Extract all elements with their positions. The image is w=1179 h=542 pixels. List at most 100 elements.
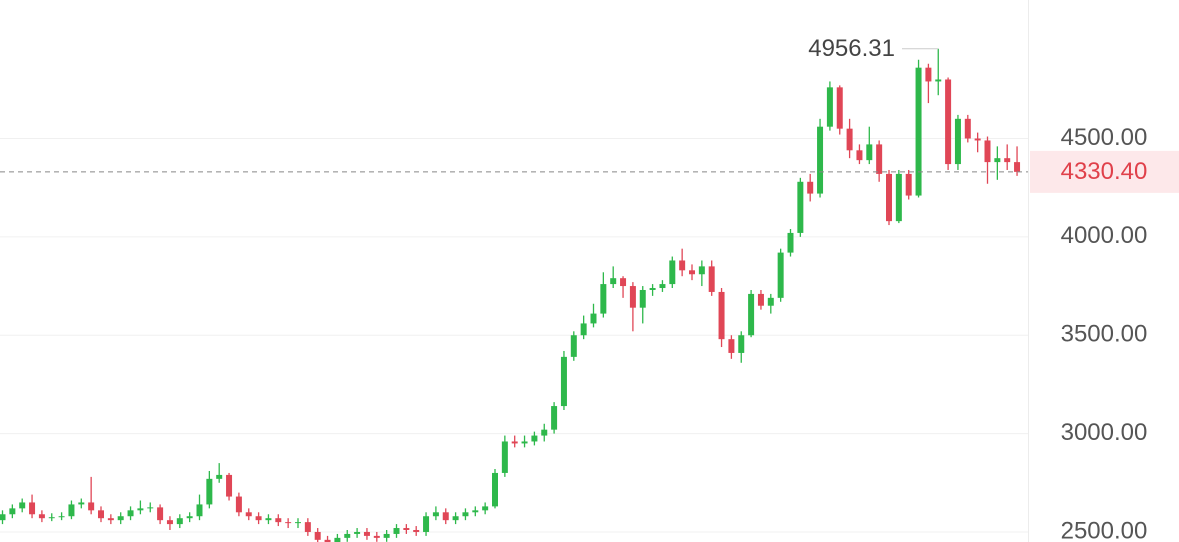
candle-body xyxy=(846,128,853,151)
candle-body xyxy=(876,144,883,174)
candle-body xyxy=(501,441,508,473)
candle-body xyxy=(68,504,75,517)
candle-body xyxy=(708,266,715,292)
candle-body xyxy=(777,252,784,298)
candle-body xyxy=(531,435,538,442)
candle-body xyxy=(334,537,341,542)
candle-body xyxy=(423,516,430,532)
candle-body xyxy=(166,520,173,525)
candle-body xyxy=(38,514,45,519)
candle-body xyxy=(620,278,627,287)
candle-body xyxy=(698,266,705,275)
candle-body xyxy=(1014,162,1021,172)
candle-body xyxy=(472,510,479,513)
candle-body xyxy=(393,528,400,534)
candle-body xyxy=(413,529,420,532)
candle-body xyxy=(826,87,833,127)
candle-body xyxy=(590,313,597,324)
candle-body xyxy=(186,516,193,519)
y-tick-label: 3000.00 xyxy=(1061,419,1148,446)
candle-body xyxy=(9,508,16,515)
candle-body xyxy=(895,173,902,222)
candle-body xyxy=(964,118,971,139)
candle-body xyxy=(462,512,469,517)
candle-body xyxy=(373,535,380,538)
candle-body xyxy=(1004,158,1011,163)
candle-body xyxy=(817,126,824,194)
candle-body xyxy=(0,514,6,521)
candle-body xyxy=(354,531,361,534)
candle-body xyxy=(945,79,952,165)
candle-body xyxy=(344,533,351,538)
overlay: 2500.00 3000.00 3500.00 4000.00 4500.00 4956.… xyxy=(0,35,1179,542)
candle-body xyxy=(629,286,636,308)
candle-body xyxy=(275,518,282,523)
candle-body xyxy=(383,533,390,538)
candle-body xyxy=(748,293,755,336)
candle-body xyxy=(432,512,439,517)
candle-body xyxy=(689,270,695,275)
candle-body xyxy=(856,150,863,161)
candle-body xyxy=(265,518,272,521)
candle-body xyxy=(235,496,242,513)
candle-body xyxy=(98,510,104,519)
candle-body xyxy=(157,507,164,521)
candle-body xyxy=(403,528,410,530)
candle-body xyxy=(147,507,154,509)
candle-body xyxy=(728,339,735,353)
candle-body xyxy=(767,297,774,306)
candle-body xyxy=(807,181,814,194)
candle-body xyxy=(314,531,321,540)
candle-body xyxy=(206,478,213,505)
candle-body xyxy=(541,429,548,436)
candle-body xyxy=(285,522,292,524)
last-price-bg xyxy=(1030,150,1179,193)
grid xyxy=(0,138,1028,533)
candle-body xyxy=(48,517,55,519)
candle-body xyxy=(452,516,459,521)
candle-body xyxy=(295,522,301,524)
candle-body xyxy=(226,474,233,497)
candle-body xyxy=(659,284,666,289)
candle-body xyxy=(866,144,873,161)
last-price-label: 4330.40 xyxy=(1061,158,1148,185)
candle-body xyxy=(304,522,311,532)
candle-body xyxy=(176,518,183,525)
y-tick-label: 3500.00 xyxy=(1061,321,1148,348)
candle-body xyxy=(886,173,892,222)
candle-body xyxy=(324,539,331,542)
candle-body xyxy=(511,441,518,444)
candle-body xyxy=(521,441,528,444)
candle-body xyxy=(196,504,203,517)
candle-body xyxy=(974,138,981,141)
y-tick-label: 4000.00 xyxy=(1061,222,1148,249)
max-label: 4956.31 xyxy=(808,35,895,62)
candle-body xyxy=(580,323,587,336)
candle-body xyxy=(492,472,498,507)
candle-body xyxy=(836,87,843,129)
candle-body xyxy=(107,518,114,521)
candle-body xyxy=(649,288,656,290)
candle-body xyxy=(127,510,134,517)
candle-body xyxy=(570,335,577,357)
candle-body xyxy=(58,516,65,518)
candle-body xyxy=(19,502,26,509)
candle-body xyxy=(925,67,932,82)
candle-body xyxy=(639,289,646,308)
candle-body xyxy=(117,516,124,521)
candle-body xyxy=(88,502,95,511)
candle-body xyxy=(255,516,262,521)
candle-body xyxy=(78,502,85,505)
candle-body xyxy=(137,508,144,511)
candle-body xyxy=(718,291,725,340)
candle-body xyxy=(915,67,922,196)
y-tick-label: 4500.00 xyxy=(1061,124,1148,151)
candles xyxy=(0,48,1021,542)
candle-body xyxy=(482,506,489,511)
candle-body xyxy=(738,335,745,353)
candle-body xyxy=(669,260,676,285)
candle-body xyxy=(954,118,961,165)
candle-body xyxy=(797,181,804,233)
candle-body xyxy=(363,531,370,536)
